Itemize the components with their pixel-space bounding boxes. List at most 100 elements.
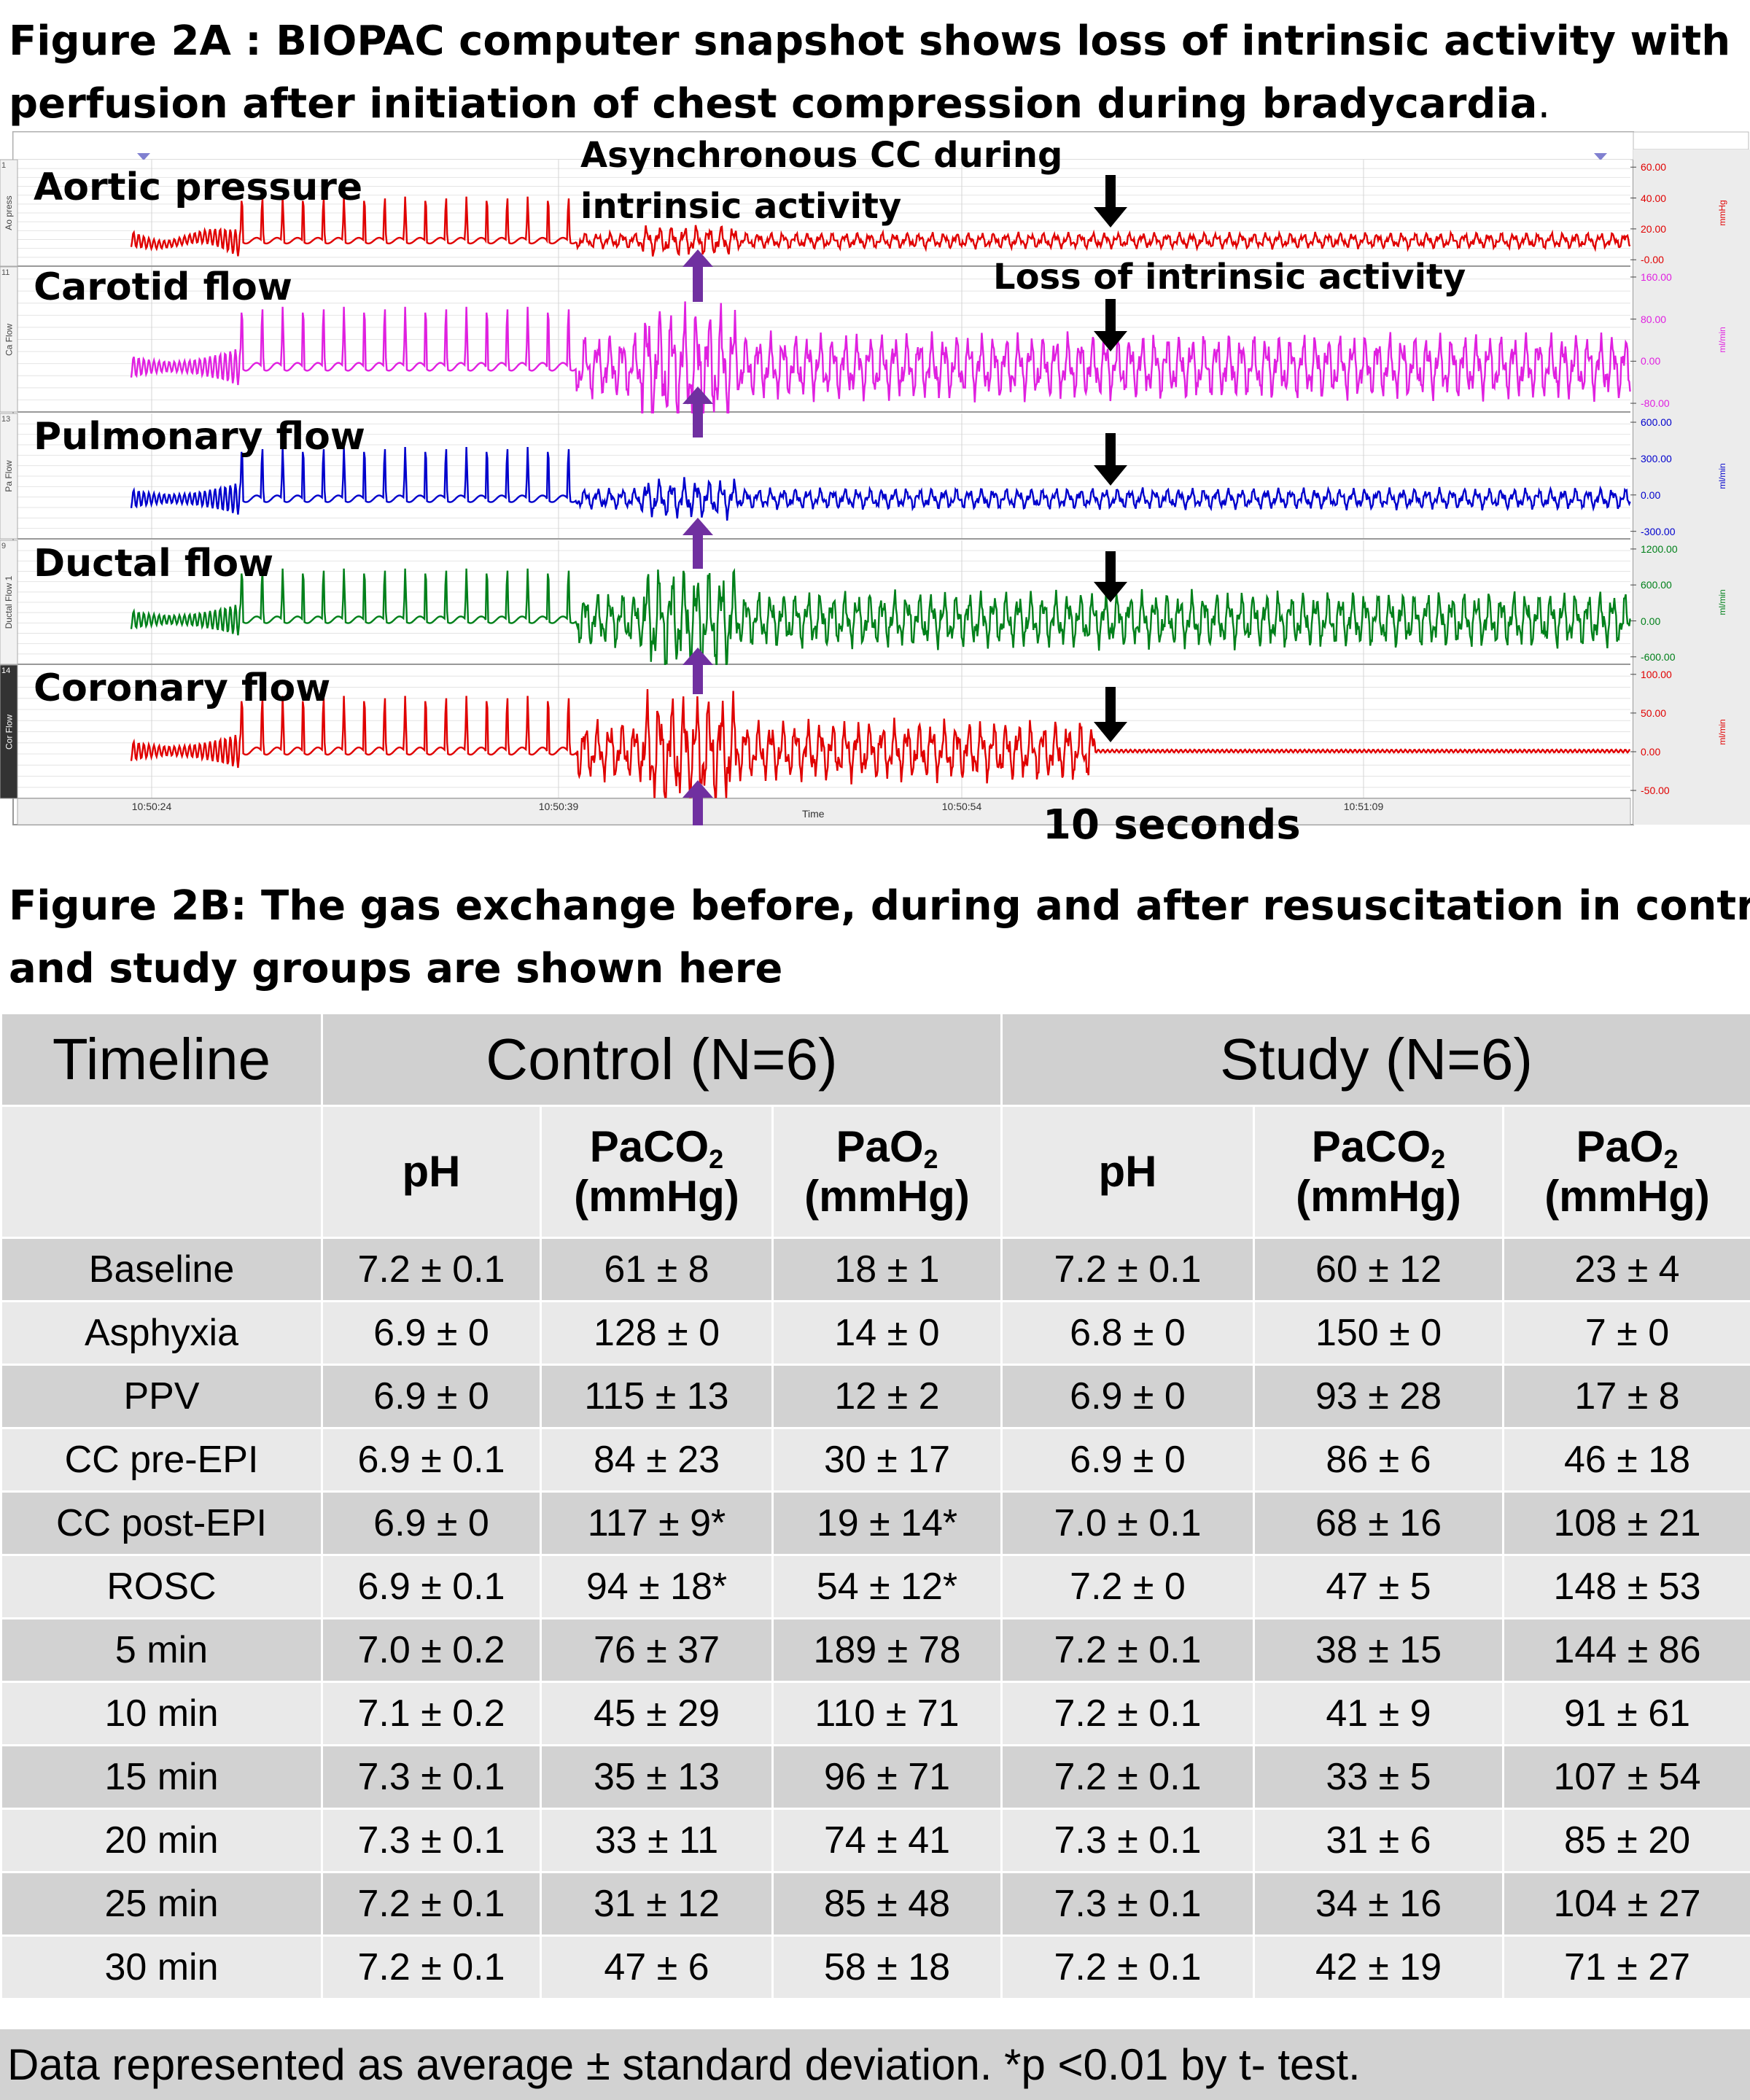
waveform-trace — [130, 567, 1631, 669]
study-ph-cell: 7.2 ± 0.1 — [1000, 1744, 1255, 1810]
timeline-cell: 10 min — [0, 1681, 323, 1746]
control-paco2-cell: 117 ± 9* — [540, 1490, 774, 1556]
study-paco2-cell: 38 ± 15 — [1253, 1617, 1504, 1683]
study-ph-cell: 7.3 ± 0.1 — [1000, 1808, 1255, 1873]
control-pao2-cell: 14 ± 0 — [771, 1300, 1003, 1366]
study-pao2-cell: 85 ± 20 — [1501, 1808, 1750, 1873]
channel-gutter[interactable] — [0, 266, 18, 413]
scale-tick-label: 40.00 — [1641, 192, 1667, 204]
control-paco2-cell: 61 ± 8 — [540, 1237, 774, 1302]
study-paco2-cell: 60 ± 12 — [1253, 1237, 1504, 1302]
study-pao2-cell: 144 ± 86 — [1501, 1617, 1750, 1683]
channel-name: Pulmonary flow — [34, 415, 365, 459]
channel-name: Ductal flow — [34, 542, 274, 586]
control-pao2-cell: 54 ± 12* — [771, 1554, 1003, 1619]
channel-side-label: Pa Flow — [4, 460, 14, 492]
marker-right-icon[interactable] — [1594, 153, 1607, 160]
control-pao2-cell: 74 ± 41 — [771, 1808, 1003, 1873]
figure-2b-title: Figure 2B: The gas exchange before, duri… — [9, 875, 1750, 1000]
channel-gutter[interactable] — [0, 664, 18, 799]
channel-gutter[interactable] — [0, 413, 18, 540]
control-pao2-cell: 58 ± 18 — [771, 1934, 1003, 2000]
channel-side-label: Ao press — [4, 195, 14, 230]
control-pao2-cell: 19 ± 14* — [771, 1490, 1003, 1556]
down-arrow-icon — [1094, 687, 1127, 742]
channel-name: Carotid flow — [34, 265, 292, 309]
study-paco2-cell: 31 ± 6 — [1253, 1808, 1504, 1873]
up-arrow-icon — [682, 518, 713, 569]
pao2-label: PaO — [1576, 1122, 1664, 1171]
gas-exchange-table: Timeline Control (N=6) Study (N=6) pH Pa… — [0, 1012, 1750, 2000]
timeline-cell: CC post-EPI — [0, 1490, 323, 1556]
time-axis-label: Time — [802, 808, 825, 820]
control-paco2-cell: 128 ± 0 — [540, 1300, 774, 1366]
control-ph-cell: 7.0 ± 0.2 — [321, 1617, 542, 1683]
table-group-header-row: Timeline Control (N=6) Study (N=6) — [0, 1012, 1750, 1107]
study-ph-cell: 7.2 ± 0.1 — [1000, 1934, 1255, 2000]
control-paco2-cell: 115 ± 13 — [540, 1364, 774, 1429]
control-paco2-cell: 35 ± 13 — [540, 1744, 774, 1810]
timeline-cell: Baseline — [0, 1237, 323, 1302]
study-paco2-cell: 47 ± 5 — [1253, 1554, 1504, 1619]
control-ph-cell: 6.9 ± 0 — [321, 1490, 542, 1556]
channel-number: 14 — [1, 666, 11, 675]
scale-tick-label: 0.00 — [1641, 355, 1661, 368]
control-ph-cell: 7.3 ± 0.1 — [321, 1744, 542, 1810]
channel-gutter[interactable] — [0, 159, 18, 267]
scale-tick-label: 160.00 — [1641, 271, 1672, 283]
channel-name: Aortic pressure — [34, 166, 363, 209]
study-ph-cell: 7.2 ± 0.1 — [1000, 1681, 1255, 1746]
scale-tick-label: -300.00 — [1641, 525, 1676, 537]
study-pao2-cell: 71 ± 27 — [1501, 1934, 1750, 2000]
up-arrow-icon — [682, 386, 713, 438]
top-right-field[interactable] — [1633, 131, 1749, 150]
paco2-subscript: 2 — [709, 1144, 724, 1174]
control-pao2-cell: 30 ± 17 — [771, 1427, 1003, 1493]
timeline-cell: 25 min — [0, 1871, 323, 1937]
time-tick-label: 10:50:54 — [941, 801, 982, 812]
study-ph-cell: 7.0 ± 0.1 — [1000, 1490, 1255, 1556]
figure-2a-title-line2-text: perfusion after initiation of chest comp… — [9, 80, 1538, 128]
table-row: 30 min 7.2 ± 0.1 47 ± 6 58 ± 18 7.2 ± 0.1 42 … — [0, 1934, 1750, 2000]
unit-label: (mmHg) — [804, 1172, 970, 1221]
channel-number: 13 — [1, 415, 11, 424]
time-ruler[interactable] — [17, 798, 1631, 825]
up-arrow-icon — [682, 648, 713, 694]
scale-unit-label: ml/min — [1717, 463, 1727, 489]
timeline-cell: 20 min — [0, 1808, 323, 1873]
control-pao2-cell: 96 ± 71 — [771, 1744, 1003, 1810]
paco2-label: PaCO — [589, 1122, 709, 1171]
control-paco2-cell: 45 ± 29 — [540, 1681, 774, 1746]
channel-lane-3 — [0, 413, 1636, 540]
control-ph-header: pH — [321, 1105, 542, 1239]
figure-2b-title-line1: Figure 2B: The gas exchange before, duri… — [9, 882, 1750, 930]
channel-gutter[interactable] — [0, 540, 18, 665]
scale-tick-label: 0.00 — [1641, 745, 1661, 758]
control-paco2-cell: 33 ± 11 — [540, 1808, 774, 1873]
control-pao2-header: PaO2 (mmHg) — [771, 1105, 1003, 1239]
control-pao2-cell: 12 ± 2 — [771, 1364, 1003, 1429]
scale-tick-label: 600.00 — [1641, 416, 1672, 429]
waveform-trace — [130, 301, 1631, 435]
study-paco2-cell: 34 ± 16 — [1253, 1871, 1504, 1937]
study-paco2-cell: 86 ± 6 — [1253, 1427, 1504, 1493]
study-pao2-cell: 7 ± 0 — [1501, 1300, 1750, 1366]
channel-lane-2 — [0, 266, 1636, 435]
pao2-subscript: 2 — [1663, 1144, 1679, 1174]
control-paco2-cell: 94 ± 18* — [540, 1554, 774, 1619]
timeline-cell: CC pre-EPI — [0, 1427, 323, 1493]
unit-label: (mmHg) — [1544, 1172, 1710, 1221]
waveform-trace — [130, 196, 1631, 257]
study-ph-cell: 7.3 ± 0.1 — [1000, 1871, 1255, 1937]
scale-tick-label: 600.00 — [1641, 579, 1672, 591]
timeline-cell: PPV — [0, 1364, 323, 1429]
channel-side-label: Ca Flow — [4, 323, 14, 356]
table-row: 25 min 7.2 ± 0.1 31 ± 12 85 ± 48 7.3 ± 0.1 34… — [0, 1871, 1750, 1937]
control-paco2-cell: 31 ± 12 — [540, 1871, 774, 1937]
window-toolbar[interactable] — [12, 131, 1634, 160]
study-pao2-cell: 104 ± 27 — [1501, 1871, 1750, 1937]
timeline-cell: 15 min — [0, 1744, 323, 1810]
scale-tick-label: 80.00 — [1641, 313, 1667, 325]
scale-tick-label: 60.00 — [1641, 161, 1667, 174]
marker-left-icon[interactable] — [137, 153, 150, 160]
